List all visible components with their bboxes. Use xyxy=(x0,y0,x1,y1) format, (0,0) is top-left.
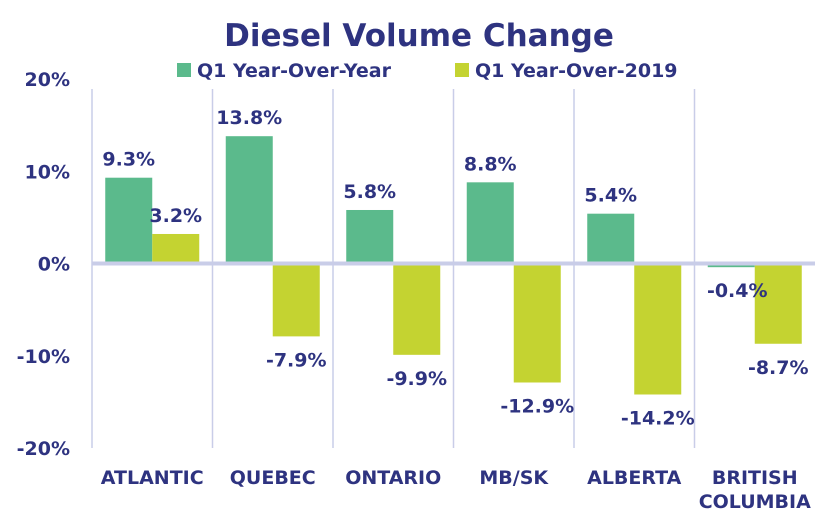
bar-vs2019-3 xyxy=(513,263,561,383)
data-label-yoy-0: 9.3% xyxy=(102,149,155,171)
bar-vs2019-1 xyxy=(272,263,320,337)
category-label: ATLANTIC xyxy=(101,467,204,489)
category-label: BRITISH xyxy=(712,467,798,489)
y-tick-label: 10% xyxy=(25,161,70,183)
legend-label-yoy: Q1 Year-Over-Year xyxy=(197,60,392,82)
data-label-yoy-1: 13.8% xyxy=(216,107,282,129)
category-label: COLUMBIA xyxy=(699,491,811,513)
data-label-vs2019-3: -12.9% xyxy=(500,396,574,418)
bar-vs2019-5 xyxy=(754,263,802,344)
bar-vs2019-4 xyxy=(634,263,682,395)
bar-yoy-0 xyxy=(105,177,153,264)
data-label-vs2019-0: 3.2% xyxy=(149,205,202,227)
y-tick-label: 20% xyxy=(25,69,70,91)
bar-vs2019-0 xyxy=(152,233,200,264)
legend-label-2019: Q1 Year-Over-2019 xyxy=(475,60,678,82)
bar-yoy-3 xyxy=(466,182,514,264)
category-label: ONTARIO xyxy=(345,467,441,489)
x-axis: ATLANTIC QUEBEC ONTARIO MB/SK ALBERTA BRITISH… xyxy=(101,467,811,513)
legend-swatch-2019 xyxy=(455,63,469,77)
data-label-vs2019-2: -9.9% xyxy=(386,368,447,390)
data-label-yoy-5: -0.4% xyxy=(707,280,768,302)
data-label-yoy-2: 5.8% xyxy=(343,181,396,203)
bar-yoy-2 xyxy=(346,209,394,264)
data-label-vs2019-4: -14.2% xyxy=(621,407,695,429)
y-tick-label: -20% xyxy=(17,438,70,460)
y-tick-label: 0% xyxy=(38,254,70,276)
data-label-yoy-4: 5.4% xyxy=(584,185,637,207)
y-axis: 20% 10% 0% -10% -20% xyxy=(17,69,70,460)
category-separators xyxy=(91,89,696,448)
chart-title: Diesel Volume Change xyxy=(224,18,614,54)
bar-yoy-1 xyxy=(225,136,273,264)
category-label: MB/SK xyxy=(479,467,549,489)
y-tick-label: -10% xyxy=(17,346,70,368)
bars xyxy=(105,136,802,395)
data-labels: 9.3% 3.2% 13.8% -7.9% 5.8% -9.9% 8.8% -12.9% 5.4… xyxy=(102,107,808,429)
legend: Q1 Year-Over-Year Q1 Year-Over-2019 xyxy=(177,60,678,82)
bar-vs2019-2 xyxy=(393,263,441,355)
data-label-vs2019-5: -8.7% xyxy=(748,357,809,379)
bar-yoy-4 xyxy=(587,213,635,264)
data-label-yoy-3: 8.8% xyxy=(464,153,517,175)
category-label: ALBERTA xyxy=(587,467,682,489)
data-label-vs2019-1: -7.9% xyxy=(266,349,327,371)
legend-swatch-yoy xyxy=(177,63,191,77)
category-label: QUEBEC xyxy=(230,467,316,489)
